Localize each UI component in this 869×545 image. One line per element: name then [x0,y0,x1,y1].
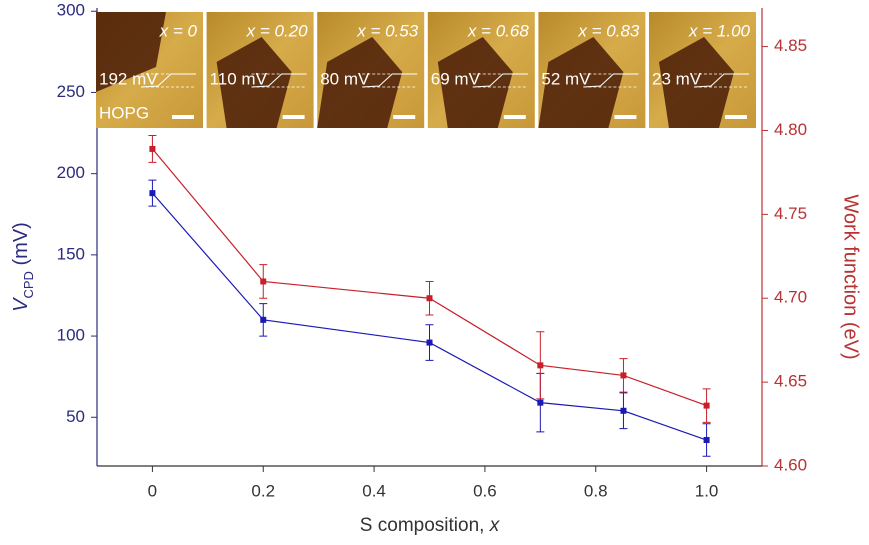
inset-composition: x = 0.20 [246,21,309,40]
x-tick-label: 0.6 [473,481,497,500]
y-tick-label: 100 [57,326,85,345]
y-axis-label-unit: (mV) [10,222,32,271]
inset-scale-bar [614,115,637,119]
inset-scale-bar [172,115,194,119]
data-point [149,145,156,152]
y2-tick-label: 4.85 [774,36,807,55]
inset-profile [583,73,639,88]
x-tick-label: 0.4 [362,481,386,500]
inset-scale-bar [503,115,526,119]
inset-cpd: 80 mV [320,69,370,88]
inset-cpd: 23 mV [652,69,702,88]
inset-composition: x = 0.53 [356,21,419,40]
y-axis-label-main: V [10,297,32,312]
data-point [703,402,710,409]
x-tick-label: 0.8 [584,481,608,500]
y-tick-label: 150 [57,244,85,263]
y-tick-label: 200 [57,163,85,182]
x-axis-label-text: S composition, [360,515,490,536]
inset-domain [216,37,292,128]
inset-scale-bar [393,115,416,119]
data-point [149,190,156,197]
inset-cpd: 192 mV [99,69,158,88]
y2-tick-label: 4.65 [774,372,807,391]
inset-profile [693,73,749,88]
series-line [151,148,707,407]
inset-substrate: HOPG [99,103,149,122]
data-point [537,399,544,406]
data-point [426,339,433,346]
y2-tick-label: 4.75 [774,204,807,223]
x-axis-label: S composition, x [360,515,501,536]
x-axis-label-var: x [489,515,501,536]
y-axis-label: VCPD (mV) [10,222,36,312]
data-point [620,372,627,379]
y2-tick-label: 4.70 [774,288,807,307]
inset-domain [437,37,513,128]
data-point [260,316,267,323]
y2-tick-label: 4.80 [774,120,807,139]
inset-composition: x = 0.68 [467,21,530,40]
y-tick-label: 50 [66,407,85,426]
y2-axis-label: Work function (eV) [840,194,862,359]
y-tick-label: 300 [57,1,85,20]
x-tick-label: 0.2 [251,481,275,500]
data-point [537,362,544,369]
inset-cpd: 110 mV [210,69,268,88]
y-tick-label: 250 [57,82,85,101]
y2-tick-label: 4.60 [774,455,807,474]
data-point [620,407,627,414]
x-tick-label: 1.0 [695,481,719,500]
inset-profile [362,73,418,88]
inset-profile [472,73,528,88]
inset-cpd: 69 mV [431,69,481,88]
inset-composition: x = 0.83 [577,21,640,40]
inset-composition: x = 0 [159,21,198,40]
x-tick-label: 0 [148,481,157,500]
inset-cpd: 52 mV [541,69,591,88]
inset-composition: x = 1.00 [688,21,751,40]
data-point [703,437,710,444]
inset-profile [251,73,307,88]
data-point [426,295,433,302]
inset-profile [140,73,196,88]
inset-scale-bar [282,115,305,119]
data-point [260,278,267,285]
series-line [151,192,707,441]
inset-scale-bar [725,115,747,119]
inset-domain [317,37,403,128]
y-axis-label-sub: CPD [21,271,36,298]
inset-domain [538,37,624,128]
inset-domain [659,37,734,128]
inset-domain [96,12,166,92]
